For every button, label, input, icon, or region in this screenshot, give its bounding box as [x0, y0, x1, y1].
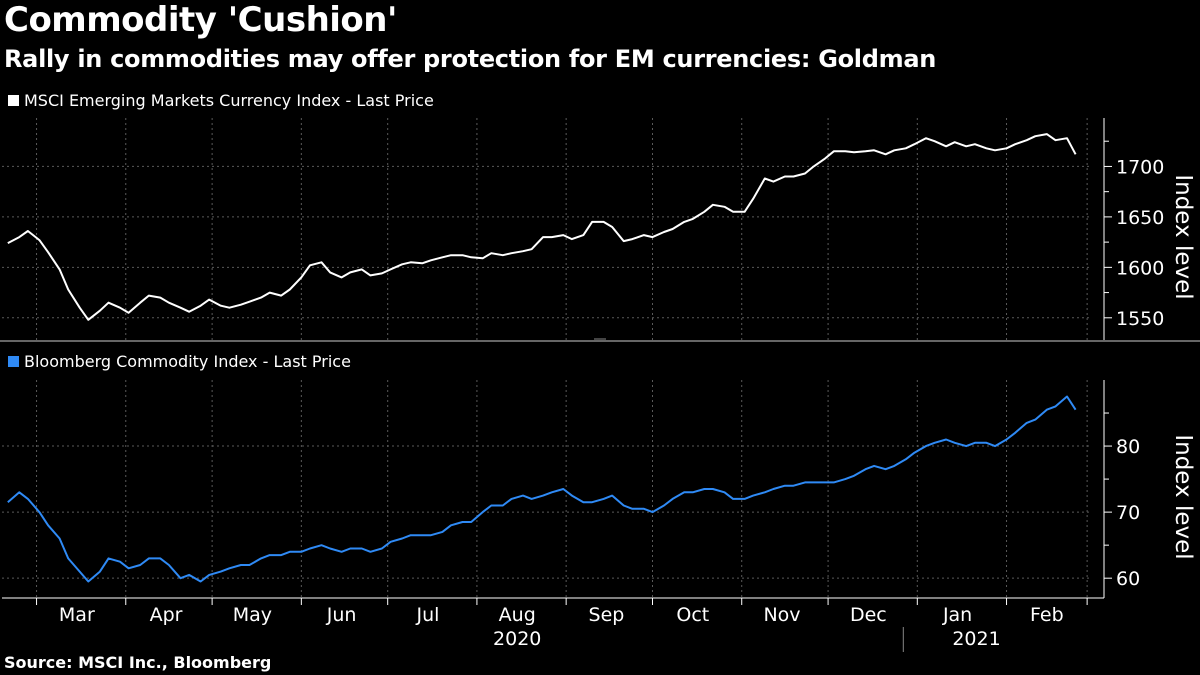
panel-commodity: Bloomberg Commodity Index - Last Price 60…	[2, 352, 1196, 598]
x-month-label-jun: Jun	[326, 604, 357, 626]
x-month-label-dec: Dec	[850, 604, 887, 626]
x-year-label-2020: 2020	[493, 628, 541, 650]
x-year-label-2021: 2021	[952, 628, 1000, 650]
x-month-label-sep: Sep	[589, 604, 625, 626]
x-month-label-jul: Jul	[416, 604, 440, 626]
legend-swatch-commodity	[8, 356, 19, 367]
x-month-label-oct: Oct	[676, 604, 709, 626]
y-tick-label-msci-3: 1700	[1116, 156, 1164, 178]
x-month-label-mar: Mar	[59, 604, 95, 626]
x-month-label-apr: Apr	[150, 604, 183, 626]
y-tick-label-msci-0: 1550	[1116, 308, 1164, 330]
series-line-msci	[7, 133, 1077, 321]
x-month-label-aug: Aug	[499, 604, 536, 626]
series-line-commodity	[7, 395, 1077, 583]
y-tick-label-commodity-0: 60	[1116, 568, 1140, 590]
y-tick-label-msci-1: 1600	[1116, 257, 1164, 279]
legend-label-commodity: Bloomberg Commodity Index - Last Price	[24, 352, 351, 371]
legend-swatch-msci	[8, 95, 19, 106]
y-tick-label-commodity-1: 70	[1116, 502, 1140, 524]
source-note: Source: MSCI Inc., Bloomberg	[4, 653, 272, 672]
y-tick-label-msci-2: 1650	[1116, 207, 1164, 229]
x-axis: Mar Apr May Jun Jul Aug Sep Oct Nov Dec Jan Feb 2020…	[2, 597, 1104, 652]
chart-title: Commodity 'Cushion'	[4, 0, 397, 40]
y-tick-label-commodity-2: 80	[1116, 436, 1140, 458]
x-month-label-jan: Jan	[942, 604, 972, 626]
legend-label-msci: MSCI Emerging Markets Currency Index - L…	[24, 91, 434, 110]
x-month-label-feb: Feb	[1030, 604, 1064, 626]
y-axis-label-msci: Index level	[1170, 174, 1196, 299]
x-month-label-nov: Nov	[763, 604, 800, 626]
panel-msci: MSCI Emerging Markets Currency Index - L…	[2, 91, 1196, 340]
chart-subtitle: Rally in commodities may offer protectio…	[4, 45, 937, 73]
y-axis-label-commodity: Index level	[1170, 434, 1196, 559]
x-month-label-may: May	[233, 604, 272, 626]
